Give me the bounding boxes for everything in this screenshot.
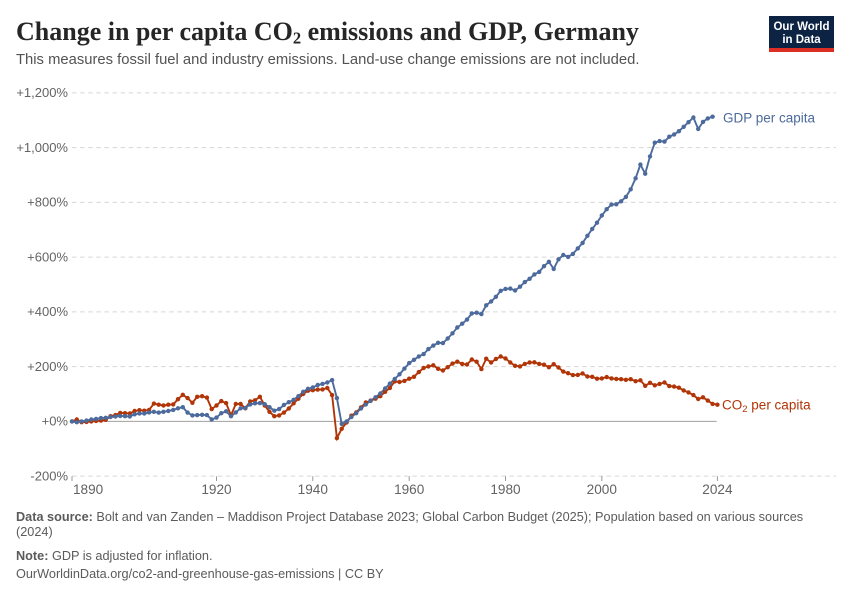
- svg-text:+600%: +600%: [27, 249, 68, 264]
- svg-text:+0%: +0%: [42, 414, 69, 429]
- svg-text:2024: 2024: [702, 482, 733, 497]
- svg-text:+1,000%: +1,000%: [16, 140, 68, 155]
- svg-text:1980: 1980: [490, 482, 521, 497]
- svg-text:-200%: -200%: [30, 468, 68, 483]
- svg-text:CO2 per capita: CO2 per capita: [722, 398, 811, 416]
- svg-text:+1,200%: +1,200%: [16, 85, 68, 100]
- svg-text:+400%: +400%: [27, 304, 68, 319]
- svg-text:GDP per capita: GDP per capita: [723, 111, 816, 126]
- svg-text:+800%: +800%: [27, 195, 68, 210]
- svg-text:1960: 1960: [394, 482, 425, 497]
- svg-text:2000: 2000: [587, 482, 618, 497]
- svg-text:1920: 1920: [201, 482, 232, 497]
- svg-text:1890: 1890: [73, 482, 104, 497]
- svg-text:+200%: +200%: [27, 359, 68, 374]
- svg-text:1940: 1940: [298, 482, 329, 497]
